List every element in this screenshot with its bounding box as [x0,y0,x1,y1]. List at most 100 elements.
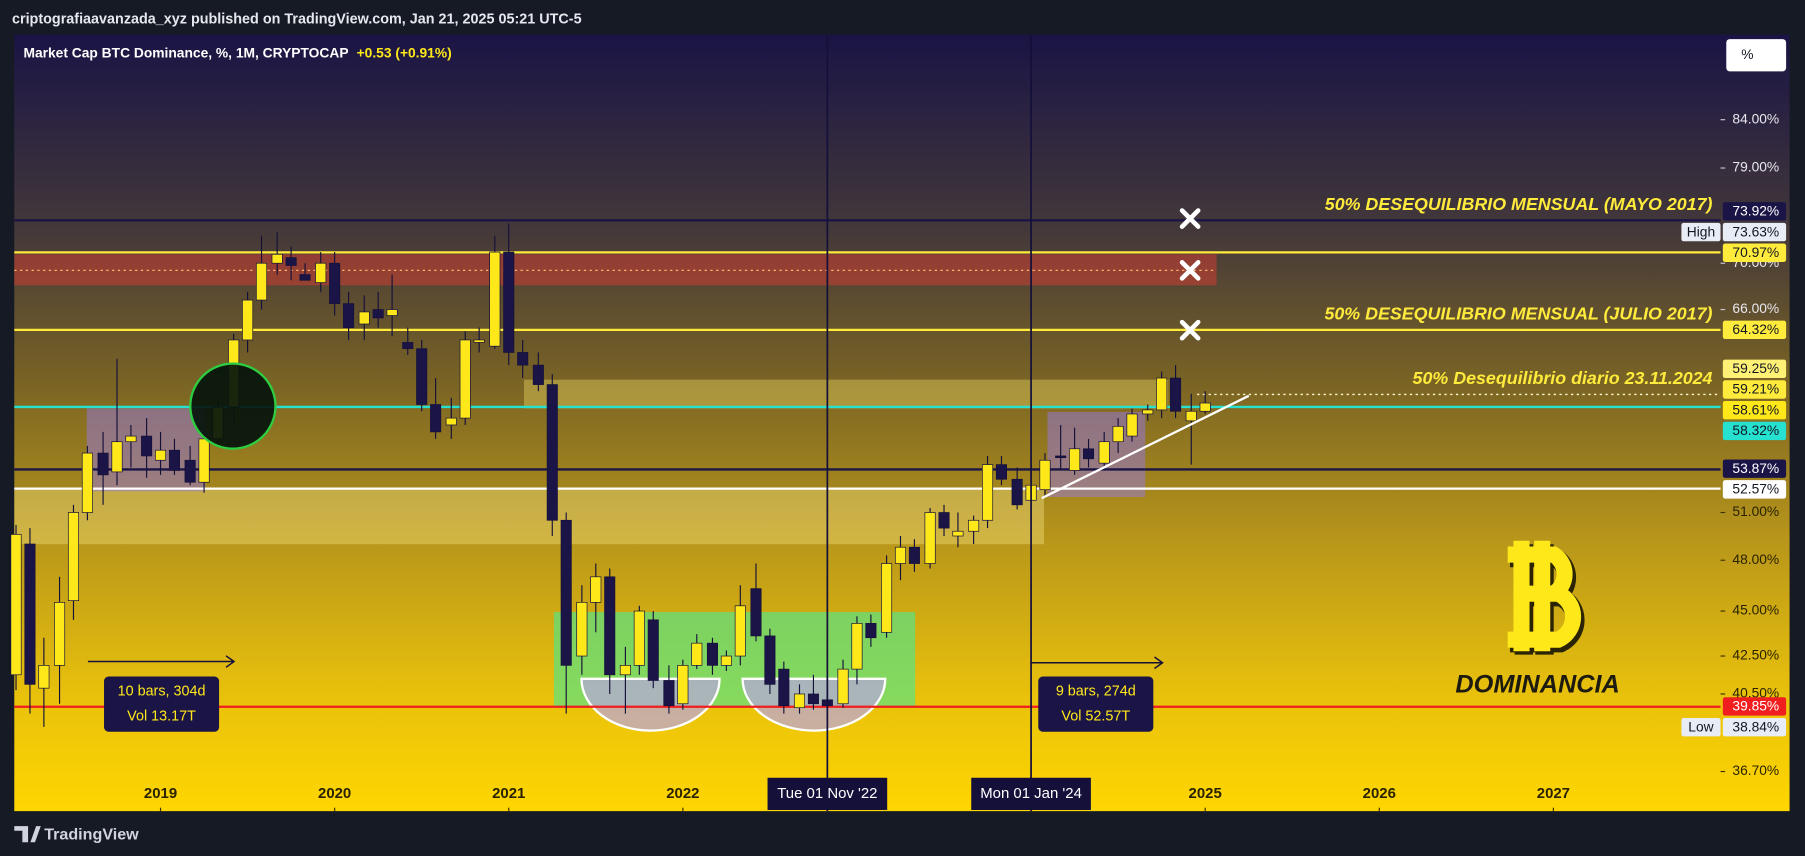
x-tick-label: 2019 [144,785,177,802]
price-badge-label: 52.57% [1732,482,1779,497]
candle-body [647,619,659,681]
measure-text: 9 bars, 274d [1056,683,1136,699]
candle-body [1055,455,1067,459]
price-badge-label: 73.92% [1732,204,1779,219]
brand: TradingView [44,826,139,844]
candle-body [1126,413,1138,437]
caption: DOMINANCIA [1455,670,1619,698]
candle-body [1098,441,1110,464]
y-tick-label: 48.00% [1732,552,1779,567]
candle-body [141,435,153,457]
price-badge [1722,380,1787,399]
price-badge [1722,222,1787,242]
price-badge-label: 39.85% [1732,699,1779,714]
candles [10,223,1211,727]
candle-body [619,665,631,676]
bitcoin-logo [1507,540,1585,655]
candle-body [430,404,442,433]
candle-body [1185,410,1197,422]
price-badge [1722,359,1787,379]
crosshair-label: Mon 01 Jan '24 [980,785,1082,802]
candle-body [38,665,50,689]
price-badge-label: 53.87% [1732,461,1779,476]
price-badge-label: 38.84% [1732,719,1779,734]
crosshair-label-box [971,777,1091,810]
scale-button[interactable] [1726,39,1787,72]
candle-body [807,693,819,705]
badge-tag-label: Low [1688,719,1713,734]
candle-body [995,464,1007,480]
candle-body [386,309,398,316]
arrows [87,655,1164,670]
candle-body [184,459,196,483]
price-badge [1722,697,1787,716]
price-badge-label: 58.61% [1732,402,1779,417]
candle-body [894,546,907,564]
candle-body [546,384,558,521]
candle-body [1199,402,1211,412]
candle-body [851,623,863,670]
zone [523,379,1169,409]
candle-body [503,251,515,353]
candle-body [590,576,602,603]
candle-body [982,464,994,521]
candle-body [459,339,471,419]
level-note: 50% DESEQUILIBRIO MENSUAL (MAYO 2017) [1325,194,1713,214]
candle-body [560,519,572,666]
candle-body [329,262,341,304]
highlight-circle [189,362,277,450]
candle-body [416,348,428,405]
price-badge [1722,480,1787,499]
zone [14,488,1045,545]
candle-body [517,352,529,366]
x-tick-label: 2025 [1189,785,1222,802]
candle-body [691,642,703,666]
measure-arrow [87,655,236,668]
publish-info: criptografiaavanzada_xyz published on Tr… [12,11,582,27]
candle-body [793,693,806,709]
drawings: DOMINANCIA [87,208,1620,698]
chart-title: Market Cap BTC Dominance, %, 1M, CRYPTOC… [23,46,348,61]
candle-body [924,512,936,564]
candle-body [358,311,370,325]
y-tick-label: 51.00% [1732,504,1779,519]
candle-body [734,605,746,657]
price-badge [1722,401,1787,420]
brand-logo [14,826,41,843]
candle-body [1069,448,1081,471]
x-marks [1179,208,1201,341]
candle-body [576,601,588,657]
axes: 2019 2020 2021 2022 2025 2026 2027 84.00% 79.00%… [144,34,1779,812]
candle-body [285,257,297,266]
candle-body [837,668,849,705]
scale-button-label[interactable]: % [1741,47,1753,62]
measure-volume: Vol 52.57T [1061,709,1130,725]
level-note: 50% Desequilibrio diario 23.11.2024 [1413,368,1713,388]
candle-body [968,519,980,532]
x-tick-label: 2020 [318,785,351,802]
price-badge [1722,243,1787,262]
candle-body [1170,377,1182,412]
candle-body [778,668,790,707]
candle-body [1011,478,1023,506]
candle-body [489,251,501,347]
price-badge [1722,320,1787,340]
candle-body [315,262,327,283]
candle-body [706,642,718,666]
x-mark [1179,319,1201,341]
candle-body [445,417,457,426]
candle-body [938,512,950,529]
candle-body [750,588,762,637]
x-tick-label: 2027 [1537,785,1570,802]
candle-body [633,610,645,666]
y-tick-label: 79.00% [1732,160,1779,175]
candle-body [372,309,384,319]
candle-body [67,512,80,601]
candle-body [155,449,167,461]
measure-text: 10 bars, 304d [118,683,206,699]
candle-body [764,635,776,685]
candle-body [1112,425,1124,443]
candle-body [81,452,93,513]
